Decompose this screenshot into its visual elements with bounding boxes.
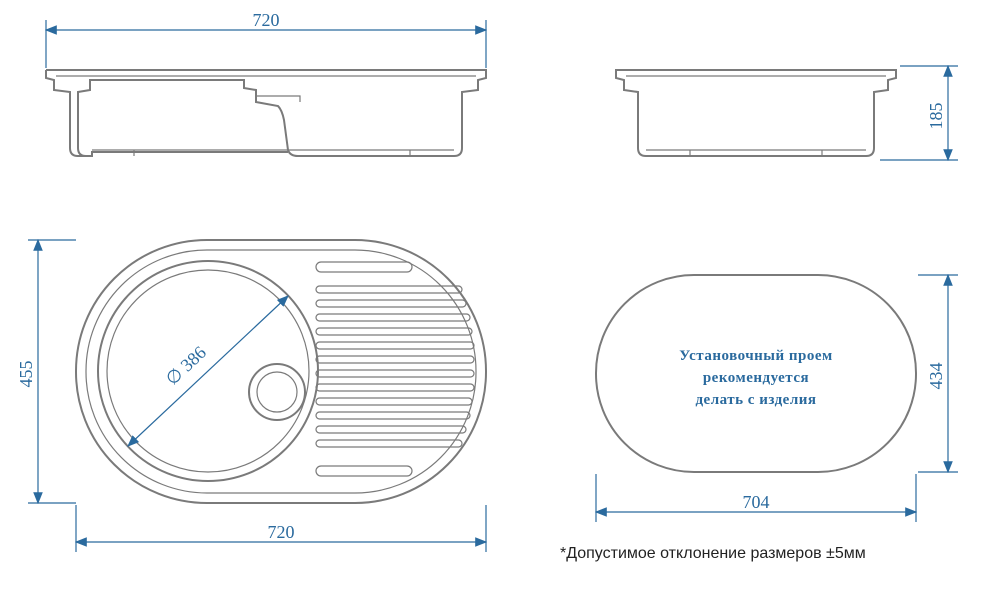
tolerance-note: *Допустимое отклонение размеров ±5мм [560, 545, 866, 562]
dim-plan-height: 455 [16, 361, 36, 388]
dim-plan-width: 720 [268, 522, 295, 542]
drawing-svg: 720 185 [0, 0, 1000, 597]
dim-side-height: 185 [926, 103, 946, 130]
dim-front-width: 720 [253, 10, 280, 30]
cutout-line1: Установочный проем [679, 348, 833, 364]
cutout-template: Установочный проем рекомендуется делать … [596, 275, 958, 522]
drain-ridges [316, 262, 474, 476]
dim-cutout-width: 704 [743, 492, 770, 512]
front-profile: 720 [46, 10, 486, 156]
dim-bowl-diameter: ∅ 386 [162, 342, 210, 389]
cutout-line3: делать с изделия [695, 392, 816, 408]
cutout-line2: рекомендуется [703, 370, 809, 386]
side-profile: 185 [616, 66, 958, 160]
plan-view: ∅ 386 455 720 [16, 240, 486, 552]
dim-cutout-height: 434 [926, 363, 946, 390]
technical-drawing: 720 185 [0, 0, 1000, 597]
